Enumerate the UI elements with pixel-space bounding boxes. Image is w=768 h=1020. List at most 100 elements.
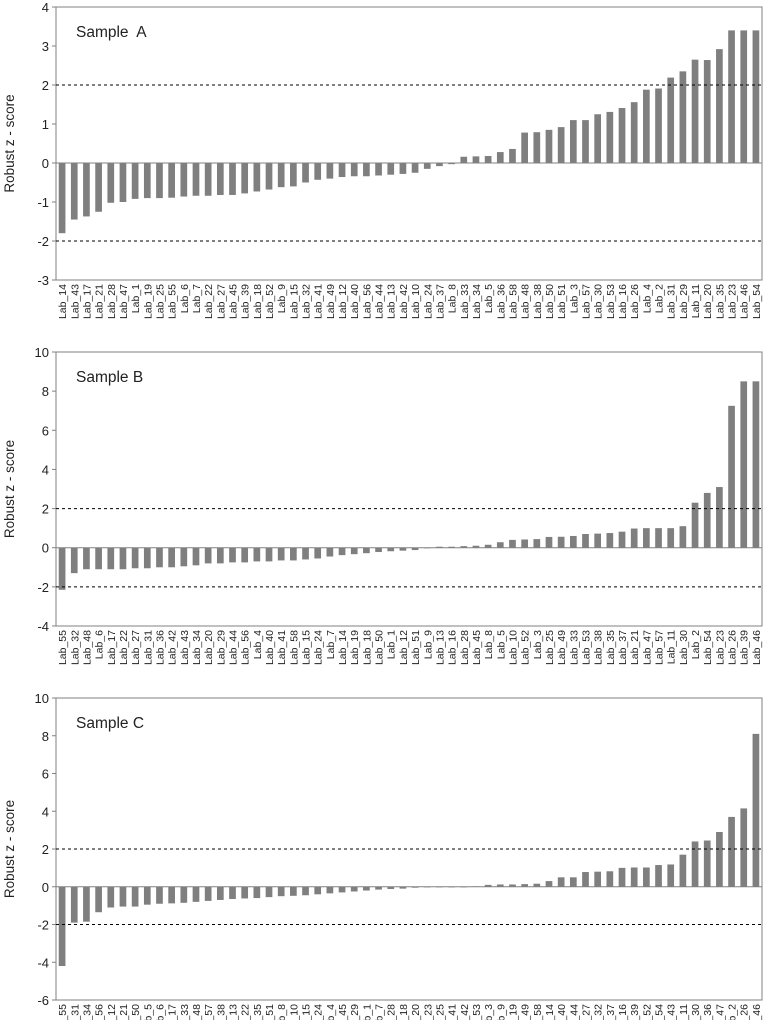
y-tick-label-c: 0: [42, 880, 49, 895]
bar-a: [119, 163, 127, 202]
bar-a: [399, 163, 407, 174]
x-tick-label-b: Lab_15: [301, 630, 313, 665]
x-tick-label-b: Lab_29: [215, 630, 227, 665]
bar-b: [350, 547, 358, 555]
x-tick-label-c: Lab_41: [447, 1004, 459, 1020]
bar-b: [143, 547, 151, 569]
bar-b: [375, 547, 382, 553]
x-tick-label-b: Lab_46: [751, 630, 763, 665]
x-tick-label-a: Lab_20: [702, 284, 714, 319]
x-tick-label-a: Lab_21: [94, 284, 106, 319]
bar-b: [277, 547, 285, 561]
x-tick-label-b: Lab_33: [568, 630, 580, 665]
x-tick-label-c: Lab_16: [617, 1004, 629, 1020]
y-tick-label-c: 6: [42, 767, 49, 782]
bar-a: [302, 163, 309, 183]
bar-c: [350, 886, 358, 892]
bar-a: [655, 88, 662, 163]
x-tick-label-b: Lab_6: [94, 630, 106, 659]
x-tick-label-a: Lab_55: [167, 284, 179, 319]
x-tick-label-c: Lab_37: [605, 1004, 617, 1020]
x-tick-label-a: Lab_1: [130, 284, 142, 313]
y-axis-title-b: Robust z - score: [2, 440, 17, 538]
y-tick-label-c: -4: [37, 955, 49, 970]
x-tick-label-a: Lab_41: [313, 284, 325, 319]
bar-b: [326, 547, 334, 557]
x-tick-label-b: Lab_36: [154, 630, 166, 665]
bar-b: [411, 547, 419, 551]
x-tick-label-c: Lab_50: [130, 1004, 142, 1020]
bar-b: [241, 547, 249, 563]
bar-c: [363, 886, 370, 891]
bar-a: [496, 152, 504, 163]
y-tick-label-a: -2: [37, 234, 49, 249]
bar-c: [496, 884, 504, 887]
x-tick-label-b: Lab_45: [471, 630, 483, 665]
x-tick-label-a: Lab_9: [276, 284, 288, 313]
bar-a: [533, 132, 541, 163]
bar-b: [119, 547, 127, 570]
x-tick-label-a: Lab_22: [203, 284, 215, 319]
bar-b: [521, 539, 528, 548]
x-tick-label-b: Lab_30: [678, 630, 690, 665]
bar-c: [752, 733, 760, 887]
x-tick-label-a: Lab_40: [349, 284, 361, 319]
bar-a: [728, 30, 735, 164]
x-tick-label-b: Lab_52: [520, 630, 532, 665]
x-tick-label-a: Lab_47: [118, 284, 130, 319]
x-tick-label-c: Lab_56: [94, 1004, 106, 1020]
x-tick-label-c: Lab_52: [641, 1004, 653, 1020]
x-tick-label-c: Lab_8: [276, 1004, 288, 1020]
bar-b: [204, 547, 212, 564]
x-tick-label-b: Lab_16: [447, 630, 459, 665]
x-tick-label-c: Lab_22: [240, 1004, 252, 1020]
bar-b: [594, 533, 602, 548]
bar-b: [290, 547, 297, 561]
x-tick-label-b: Lab_41: [276, 630, 288, 665]
x-tick-label-a: Lab_12: [337, 284, 349, 319]
x-tick-label-b: Lab_53: [581, 630, 593, 665]
y-tick-label-a: -1: [37, 195, 49, 210]
panel-sample-c: -6-4-20246810Lab_55Lab_31Lab_34Lab_56Lab…: [2, 691, 763, 1020]
bar-a: [216, 163, 224, 195]
x-tick-label-b: Lab_37: [617, 630, 629, 665]
bar-a: [716, 49, 723, 164]
x-tick-label-b: Lab_31: [142, 630, 154, 665]
x-tick-label-a: Lab_24: [422, 284, 434, 319]
x-tick-label-c: Lab_5: [142, 1004, 154, 1020]
bar-c: [582, 872, 589, 887]
bar-b: [253, 547, 261, 562]
x-tick-label-a: Lab_52: [264, 284, 276, 319]
y-tick-label-b: 10: [35, 345, 49, 360]
x-tick-label-c: Lab_36: [702, 1004, 714, 1020]
chart-title-a: Sample A: [76, 24, 147, 41]
bar-a: [740, 30, 748, 164]
x-tick-label-c: Lab_12: [106, 1004, 118, 1020]
x-tick-label-b: Lab_58: [288, 630, 300, 665]
x-tick-label-a: Lab_53: [605, 284, 617, 319]
y-tick-label-a: 3: [42, 39, 49, 54]
bar-c: [533, 883, 541, 887]
bar-c: [679, 854, 687, 887]
bar-b: [399, 547, 407, 551]
x-tick-label-b: Lab_38: [593, 630, 605, 665]
bar-b: [557, 536, 565, 548]
x-tick-label-b: Lab_43: [179, 630, 191, 665]
x-tick-label-c: Lab_49: [520, 1004, 532, 1020]
bar-a: [460, 156, 468, 163]
y-tick-label-a: -3: [37, 273, 49, 288]
x-tick-label-a: Lab_5: [483, 284, 495, 313]
x-tick-label-c: Lab_9: [495, 1004, 507, 1020]
x-tick-label-c: Lab_11: [678, 1004, 690, 1020]
x-tick-label-a: Lab_56: [361, 284, 373, 319]
bar-b: [472, 545, 480, 548]
x-tick-label-b: Lab_22: [118, 630, 130, 665]
bar-a: [143, 163, 151, 199]
x-tick-label-c: Lab_54: [654, 1004, 666, 1020]
bar-a: [509, 148, 516, 163]
bar-a: [703, 60, 711, 163]
bar-c: [265, 886, 273, 898]
x-tick-label-c: Lab_29: [349, 1004, 361, 1020]
x-tick-label-c: Lab_32: [593, 1004, 605, 1020]
bar-a: [387, 163, 395, 175]
